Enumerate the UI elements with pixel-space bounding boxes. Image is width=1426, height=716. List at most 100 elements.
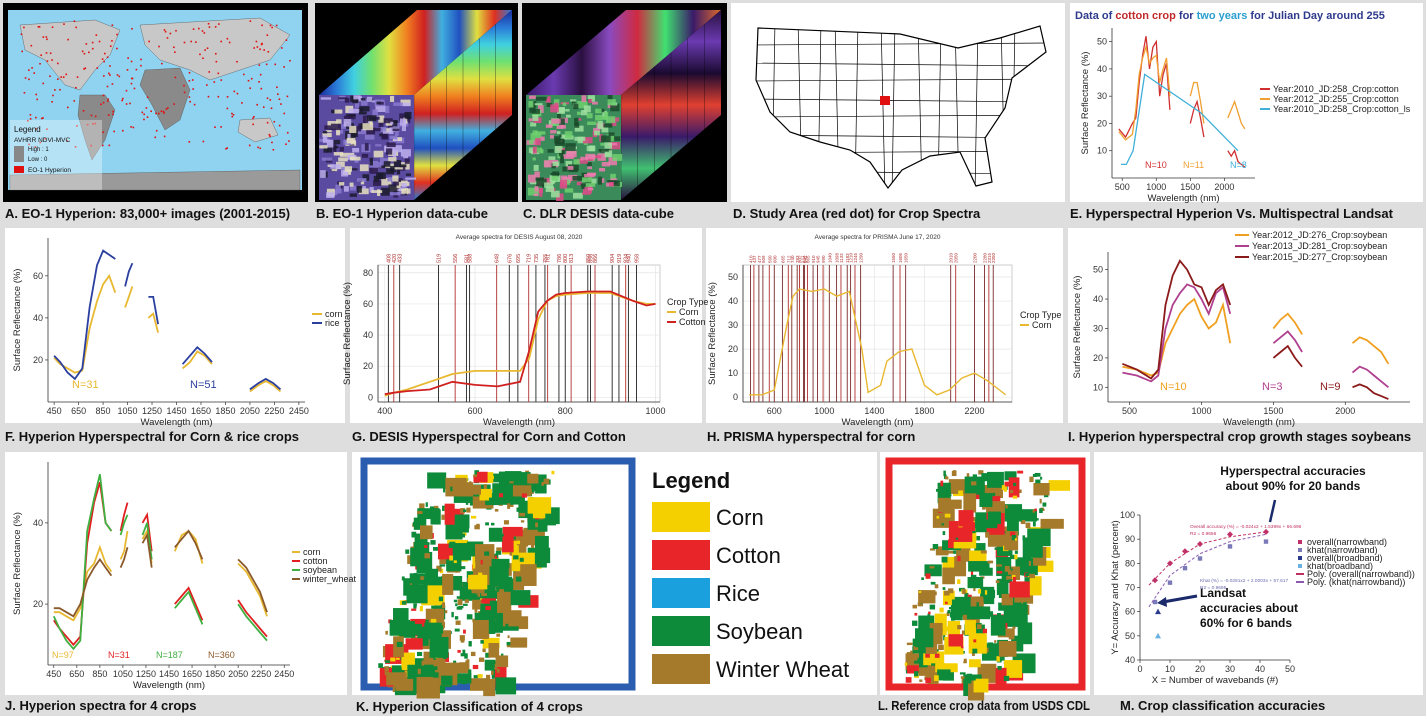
crop-field	[492, 593, 497, 597]
crop-field	[489, 664, 495, 668]
x-tick-label: 1400	[864, 406, 884, 416]
map-scene-dot	[73, 100, 75, 102]
crop-field	[390, 657, 395, 661]
cube-pixel	[598, 177, 602, 185]
crop-field	[445, 610, 447, 613]
cube-pixel	[344, 186, 349, 192]
crop-field	[497, 669, 500, 673]
y-tick-label: 50	[1125, 631, 1135, 641]
crop-field	[1049, 480, 1070, 491]
x-tick-label: 1500	[1180, 182, 1200, 192]
cube-pixel	[602, 162, 610, 166]
cube-pixel	[559, 107, 565, 112]
crop-field	[465, 660, 469, 666]
cube-pixel	[352, 148, 359, 152]
map-scene-dot	[174, 51, 176, 53]
crop-field	[948, 588, 953, 593]
crop-field	[503, 527, 523, 536]
cube-pixel	[555, 146, 563, 153]
band-label: 695	[516, 254, 522, 263]
map-scene-dot	[202, 57, 204, 59]
map-scene-dot	[170, 33, 172, 35]
equation: R2 = 0.9656	[1190, 531, 1217, 537]
x-tick-label: 650	[71, 406, 86, 416]
crop-field	[958, 490, 963, 495]
crop-field	[1004, 604, 1028, 623]
y-axis-label: Y= Accuracy and Khat (percent)	[1110, 520, 1121, 654]
map-scene-dot	[283, 113, 285, 115]
crop-field	[1002, 485, 1005, 490]
band-label: 945	[815, 255, 820, 263]
crop-field	[935, 584, 939, 588]
crop-field	[1002, 575, 1007, 581]
title-part: for	[1176, 10, 1197, 22]
map-scene-dot	[88, 52, 90, 54]
crop-field	[943, 673, 948, 676]
crop-field	[463, 630, 466, 634]
cube-pixel	[390, 96, 394, 102]
crop-field	[495, 509, 498, 512]
cube-pixel	[565, 188, 574, 192]
cube-pixel	[371, 190, 382, 193]
band-label: 990	[821, 255, 826, 263]
cube-pixel	[587, 122, 596, 125]
crop-field	[414, 573, 417, 578]
map-scene-dot	[92, 42, 94, 44]
crop-field	[489, 498, 495, 501]
map-scene-dot	[227, 108, 229, 110]
y-tick-label: 40	[1093, 294, 1103, 304]
map-scene-dot	[40, 54, 42, 56]
cube-pixel	[319, 145, 327, 148]
crop-field	[928, 612, 930, 615]
y-tick-label: 90	[1125, 534, 1135, 544]
crop-field	[976, 536, 980, 540]
cube-pixel	[370, 158, 373, 166]
legend-label: Corn	[1032, 320, 1052, 330]
cube-pixel	[529, 96, 536, 99]
legend-title: Crop Type	[1020, 310, 1061, 320]
map-scene-dot	[276, 25, 278, 27]
map-scene-dot	[280, 103, 282, 105]
map-scene-dot	[107, 56, 109, 58]
band-label: 648	[495, 254, 501, 263]
map-scene-dot	[103, 75, 105, 77]
legend-label: winter_wheat	[302, 574, 357, 584]
x-tick-label: 500	[1122, 406, 1137, 416]
map-scene-dot	[75, 87, 77, 89]
map-scene-dot	[112, 83, 114, 85]
map-scene-dot	[57, 63, 59, 65]
x-tick-label: 20	[1195, 664, 1205, 674]
map-scene-dot	[220, 126, 222, 128]
cube-pixel	[528, 175, 536, 183]
annotation: Landsat	[1200, 586, 1246, 600]
x-tick-label: 2200	[964, 406, 984, 416]
map-scene-dot	[84, 53, 86, 55]
cube-pixel	[536, 97, 547, 101]
map-scene-dot	[267, 97, 269, 99]
map-scene-dot	[218, 96, 220, 98]
map-scene-dot	[167, 37, 169, 39]
crop-field	[921, 577, 924, 580]
crop-field	[971, 675, 975, 680]
cube-pixel	[582, 95, 587, 102]
cube-pixel	[401, 149, 411, 156]
map-scene-dot	[102, 131, 104, 133]
band-label: 904	[610, 254, 616, 263]
crop-field	[1004, 482, 1009, 487]
crop-field	[1012, 570, 1014, 573]
map-scene-dot	[158, 46, 160, 48]
map-scene-dot	[269, 134, 271, 136]
cube-pixel	[565, 109, 569, 112]
crop-field	[410, 548, 423, 567]
map-scene-dot	[252, 124, 254, 126]
legend-label: Low : 0	[28, 157, 48, 163]
x-tick-label: 1500	[1263, 406, 1283, 416]
cube-pixel	[401, 189, 410, 194]
band-label: 1290	[859, 252, 864, 263]
map-scene-dot	[286, 39, 288, 41]
map-scene-dot	[269, 99, 271, 101]
band-label: 556	[453, 254, 459, 263]
map-scene-dot	[173, 103, 175, 105]
cube-pixel	[553, 162, 560, 166]
map-scene-dot	[39, 63, 41, 65]
